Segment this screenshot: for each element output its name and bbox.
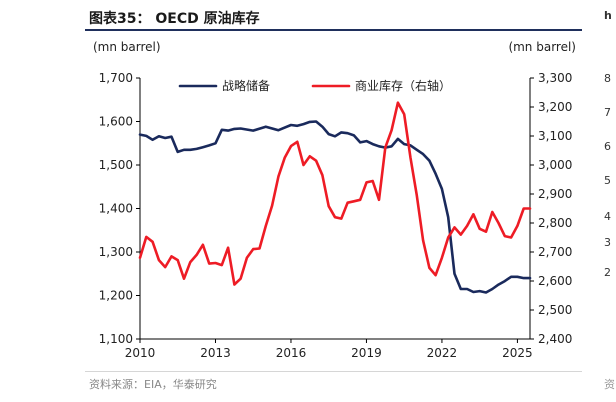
adjacent-fragment-7: 2 — [604, 266, 611, 279]
series-line-commercial — [138, 101, 532, 286]
right-y-tick-label: 2,600 — [538, 274, 572, 288]
right-axis-unit-label: (mn barrel) — [508, 40, 576, 54]
x-tick-label: 2013 — [200, 346, 231, 360]
right-y-tick-label: 2,900 — [538, 187, 572, 201]
adjacent-fragment-6: 3 — [604, 236, 611, 249]
source-note: 资料来源：EIA，华泰研究 — [89, 378, 217, 391]
adjacent-fragment-5: 4 — [604, 210, 611, 223]
right-y-tick-label: 3,100 — [538, 129, 572, 143]
left-axis-unit-label: (mn barrel) — [93, 40, 161, 54]
left-y-tick-label: 1,100 — [99, 332, 133, 346]
title-bar: 图表35： OECD 原油库存 — [85, 7, 582, 31]
right-y-tick-label: 2,400 — [538, 332, 572, 346]
right-y-tick-label: 3,000 — [538, 158, 572, 172]
adjacent-fragment-3: 6 — [604, 140, 611, 153]
x-tick-label: 2016 — [276, 346, 307, 360]
right-y-tick-label: 3,300 — [538, 71, 572, 85]
adjacent-fragment-2: 7 — [604, 106, 611, 119]
right-y-tick-label: 3,200 — [538, 100, 572, 114]
adjacent-fragment-0: h — [604, 9, 612, 22]
adjacent-page-fragment: h 8 7 6 5 4 3 2 资 — [598, 0, 616, 402]
series-line-strategic — [138, 120, 532, 294]
x-tick-label: 2019 — [351, 346, 382, 360]
title-underline — [85, 29, 582, 31]
left-y-tick-label: 1,300 — [99, 245, 133, 259]
left-y-tick-label: 1,500 — [99, 158, 133, 172]
legend-strategic-label: 战略储备 — [222, 78, 270, 93]
left-y-tick-label: 1,600 — [99, 115, 133, 129]
left-y-tick-label: 1,200 — [99, 289, 133, 303]
footer-divider — [85, 371, 582, 372]
x-tick-label: 2025 — [502, 346, 533, 360]
right-y-tick-label: 2,500 — [538, 303, 572, 317]
chart-title: 图表35： OECD 原油库存 — [89, 11, 260, 27]
legend-commercial-label: 商业库存（右轴） — [355, 78, 451, 93]
adjacent-fragment-8: 资 — [604, 378, 615, 391]
adjacent-fragment-4: 5 — [604, 174, 611, 187]
right-y-tick-label: 2,700 — [538, 245, 572, 259]
x-tick-label: 2010 — [125, 346, 156, 360]
adjacent-fragment-1: 8 — [604, 72, 611, 85]
x-tick-label: 2022 — [427, 346, 458, 360]
left-y-tick-label: 1,700 — [99, 71, 133, 85]
right-y-tick-label: 2,800 — [538, 216, 572, 230]
left-y-tick-label: 1,400 — [99, 202, 133, 216]
